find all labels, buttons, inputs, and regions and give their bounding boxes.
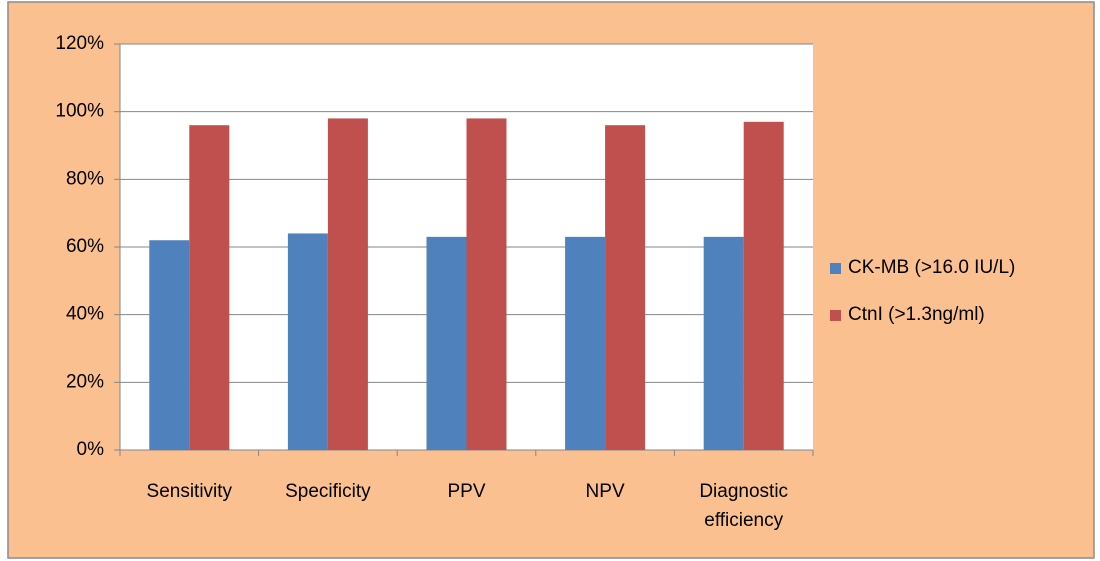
bar xyxy=(426,236,467,450)
x-tick-label: Diagnostic efficiency xyxy=(699,481,788,531)
bar xyxy=(327,118,368,450)
y-tick-label: 100% xyxy=(55,101,104,122)
y-tick-label: 80% xyxy=(66,168,104,189)
x-tick-label: Specificity xyxy=(285,481,371,502)
y-tick-label: 60% xyxy=(66,236,104,257)
y-tick-label: 120% xyxy=(55,33,104,54)
legend-label: CtnI (>1.3ng/ml) xyxy=(848,304,985,325)
bar xyxy=(703,236,744,450)
bar xyxy=(149,240,190,450)
y-tick-label: 0% xyxy=(77,439,105,460)
legend-label: CK-MB (>16.0 IU/L) xyxy=(848,257,1015,278)
bar xyxy=(605,125,646,450)
x-tick-label: NPV xyxy=(586,481,625,502)
bar xyxy=(287,233,328,450)
bar xyxy=(743,121,784,451)
bar xyxy=(565,236,606,450)
legend-swatch xyxy=(830,263,841,274)
y-tick-label: 20% xyxy=(66,371,104,392)
bar xyxy=(466,118,507,450)
y-tick-label: 40% xyxy=(66,304,104,325)
x-tick-label: PPV xyxy=(447,481,485,502)
legend-swatch xyxy=(830,310,841,321)
bar xyxy=(189,125,230,450)
x-tick-label: Sensitivity xyxy=(147,481,233,502)
